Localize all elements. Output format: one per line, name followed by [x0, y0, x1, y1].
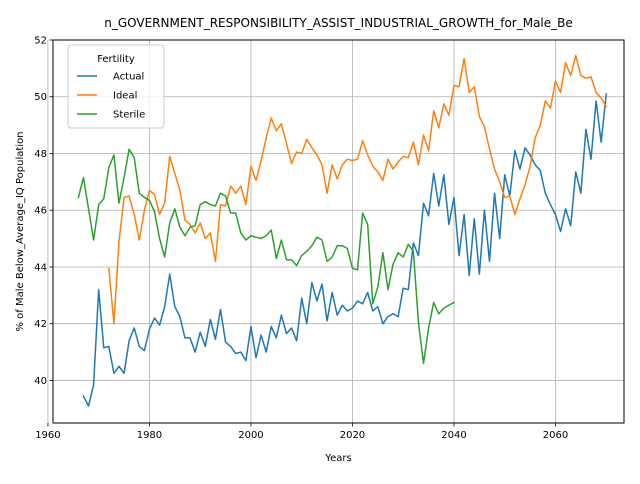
series-line-ideal: [108, 54, 608, 325]
series-line-actual: [82, 93, 608, 407]
x-tick-label: 1980: [137, 430, 162, 441]
x-tick-label: 2060: [543, 430, 568, 441]
y-tick-label: 46: [34, 206, 47, 217]
x-tick-label: 2020: [340, 430, 365, 441]
y-tick-label: 50: [34, 92, 47, 103]
axis-ticks: 1960 1980 2000 2020 2040 2060 40 42 44 46 48 50 52: [34, 36, 568, 442]
y-tick-label: 40: [34, 376, 47, 387]
y-axis-label: % of Male Below_Average_IQ Population: [15, 131, 26, 331]
legend-label-actual: Actual: [113, 72, 144, 83]
x-tick-label: 1960: [35, 430, 60, 441]
x-tick-label: 2040: [441, 430, 466, 441]
x-axis-label: Years: [324, 453, 351, 464]
y-tick-label: 42: [34, 319, 47, 330]
y-tick-label: 44: [34, 262, 47, 273]
x-tick-label: 2000: [238, 430, 263, 441]
y-tick-label: 48: [34, 149, 47, 160]
series-line-sterile: [77, 148, 455, 365]
plot-frame: [52, 39, 625, 424]
legend-entries: Actual Ideal Sterile: [77, 72, 145, 121]
legend-label-ideal: Ideal: [113, 91, 137, 102]
y-tick-label: 52: [34, 36, 47, 47]
legend-label-sterile: Sterile: [113, 110, 145, 121]
legend: Fertility Actual Ideal Sterile: [67, 44, 165, 129]
chart-title: n_GOVERNMENT_RESPONSIBILITY_ASSIST_INDUS…: [104, 16, 573, 30]
series-lines: [77, 54, 608, 407]
legend-box: [67, 44, 165, 129]
legend-title: Fertility: [97, 54, 135, 65]
